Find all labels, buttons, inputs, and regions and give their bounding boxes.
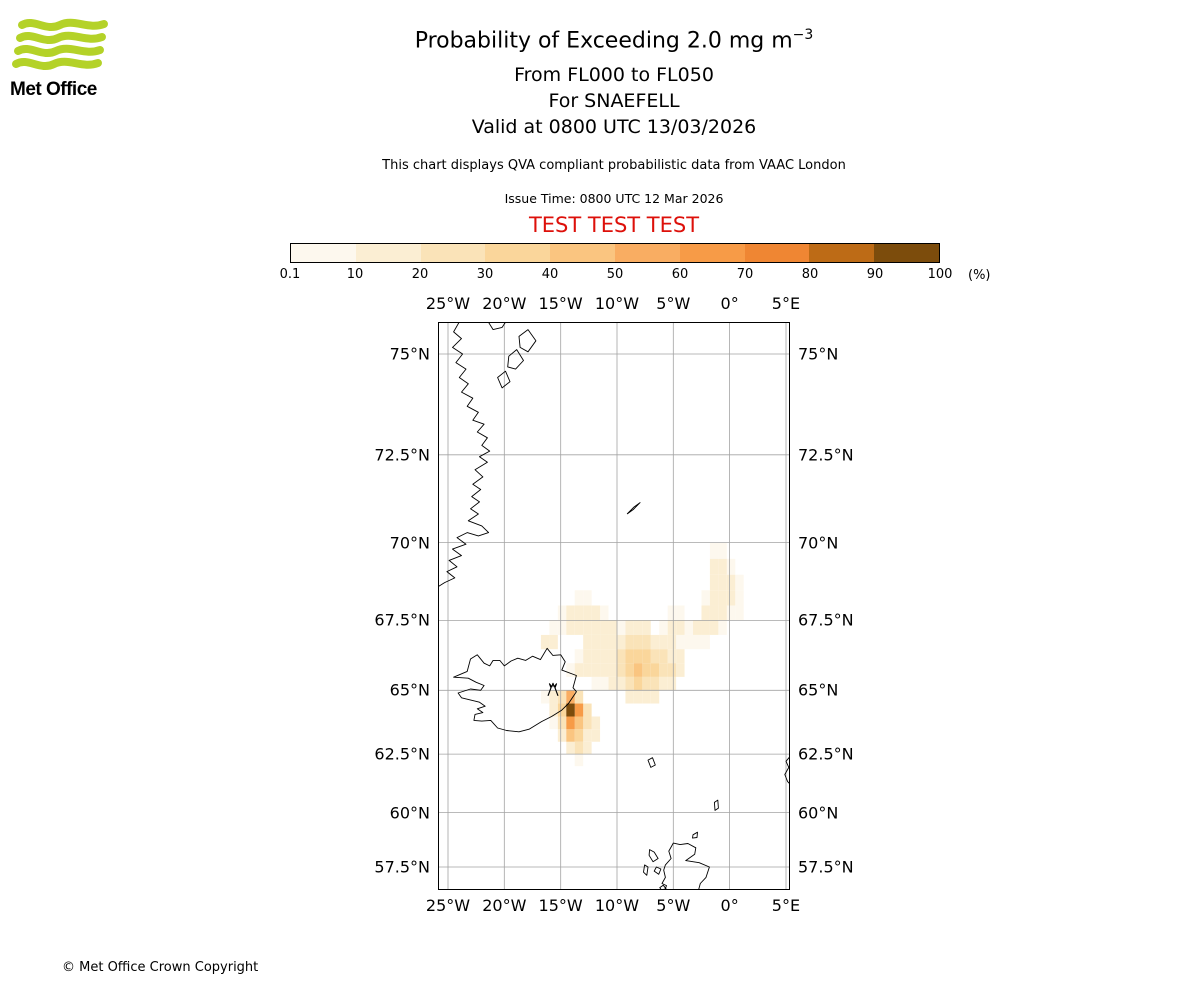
lon-tick-label-top: 5°W: [656, 294, 691, 313]
coastline-greenland-island-1: [518, 329, 537, 353]
colorbar-segment: [874, 244, 939, 262]
coastline-greenland-island-2: [507, 349, 524, 370]
coastline-greenland-east-coast: [438, 322, 491, 588]
colorbar: [290, 243, 940, 263]
lon-tick-label-bottom: 5°E: [771, 896, 801, 915]
lon-tick-label-bottom: 5°W: [656, 896, 691, 915]
met-office-logo-waves: [12, 18, 108, 70]
lat-tick-label-left: 75°N: [389, 344, 430, 364]
coastline-jan-mayen: [626, 502, 641, 515]
lon-tick-label-top: 10°W: [594, 294, 640, 313]
colorbar-segment: [550, 244, 615, 262]
grid-lines: [438, 322, 790, 890]
colorbar-tick-label: 20: [411, 267, 429, 282]
lat-tick-label-right: 75°N: [798, 344, 839, 364]
chart-title-text: Probability of Exceeding 2.0 mg m: [414, 28, 793, 54]
colorbar-tick-label: 80: [801, 267, 819, 282]
volcano-name-subtitle: For SNAEFELL: [548, 90, 680, 112]
issue-time: Issue Time: 0800 UTC 12 Mar 2026: [504, 191, 724, 206]
lon-tick-label-bottom: 20°W: [482, 896, 527, 915]
colorbar-segment: [809, 244, 875, 262]
map-frame: [438, 322, 790, 890]
colorbar-tick-label: 0.1: [279, 267, 301, 282]
lon-tick-label-bottom: 10°W: [594, 896, 640, 915]
met-office-logo-text: Met Office: [10, 79, 97, 100]
lat-tick-label-left: 70°N: [389, 533, 430, 553]
colorbar-segment: [679, 244, 745, 262]
lat-tick-label-right: 62.5°N: [798, 744, 854, 764]
coastline-norway-coast: [784, 755, 790, 785]
coastlines: [438, 322, 790, 890]
colorbar-tick-label: 100: [927, 267, 953, 282]
colorbar-segment: [485, 244, 551, 262]
flight-level-range: From FL000 to FL050: [514, 64, 714, 86]
lat-tick-label-right: 57.5°N: [798, 857, 854, 877]
lon-tick-label-bottom: 25°W: [425, 896, 471, 915]
volcano-marker-group: [547, 682, 559, 697]
probability-cells: [540, 542, 744, 767]
coastline-uist: [643, 864, 649, 876]
chart-title: Probability of Exceeding 2.0 mg m−3: [28, 27, 1200, 53]
lat-tick-label-left: 62.5°N: [374, 744, 430, 764]
probability-map: [438, 322, 790, 890]
volcano-marker: [547, 682, 559, 697]
colorbar-segment: [420, 244, 486, 262]
colorbar-tick-label: 70: [736, 267, 754, 282]
chart-description: This chart displays QVA compliant probab…: [382, 158, 846, 173]
test-banner: TEST TEST TEST: [528, 213, 700, 237]
colorbar-unit-label: (%): [968, 268, 991, 283]
colorbar-tick-label: 30: [476, 267, 494, 282]
coastline-faroe-islands: [647, 757, 656, 768]
lat-tick-label-right: 65°N: [798, 680, 839, 700]
met-office-logo: Met Office: [10, 16, 130, 101]
coastline-greenland-island-4: [487, 322, 507, 331]
coastline-orkney: [692, 831, 698, 839]
lon-tick-label-top: 15°W: [538, 294, 583, 313]
lat-tick-label-left: 57.5°N: [374, 857, 430, 877]
lat-tick-label-right: 60°N: [798, 803, 839, 823]
lat-tick-label-left: 65°N: [389, 680, 430, 700]
lon-tick-label-top: 5°E: [771, 294, 801, 313]
coastline-lewis-harris: [648, 849, 659, 863]
lon-tick-label-top: 20°W: [482, 294, 527, 313]
colorbar-tick-label: 40: [541, 267, 559, 282]
coastline-skye: [653, 866, 662, 875]
lon-tick-label-top: 25°W: [425, 294, 471, 313]
coastline-iceland: [453, 647, 577, 733]
colorbar-segment: [614, 244, 680, 262]
lat-tick-label-left: 67.5°N: [374, 610, 430, 630]
coastline-scotland-mainland: [661, 842, 710, 890]
colorbar-tick-labels: 0.1 10 20 30 40 50 60 70 80 90 100: [280, 267, 953, 285]
lon-tick-label-top: 0°: [720, 294, 739, 313]
lat-tick-label-right: 67.5°N: [798, 610, 854, 630]
valid-time-subtitle: Valid at 0800 UTC 13/03/2026: [471, 116, 757, 138]
colorbar-segment: [744, 244, 810, 262]
lon-tick-label-bottom: 0°: [720, 896, 739, 915]
colorbar-segment: [291, 244, 356, 262]
lat-tick-label-right: 70°N: [798, 533, 839, 553]
colorbar-tick-label: 60: [671, 267, 689, 282]
colorbar-tick-label: 50: [606, 267, 624, 282]
coastline-greenland-island-3: [497, 370, 511, 389]
chart-title-exponent: −3: [792, 27, 814, 43]
copyright-notice: © Met Office Crown Copyright: [62, 960, 259, 975]
colorbar-tick-label: 90: [866, 267, 884, 282]
colorbar-tick-label: 10: [346, 267, 364, 282]
coastline-shetland: [713, 799, 719, 811]
lon-tick-label-bottom: 15°W: [538, 896, 583, 915]
colorbar-segment: [355, 244, 421, 262]
lat-tick-label-right: 72.5°N: [798, 445, 854, 465]
lat-tick-label-left: 72.5°N: [374, 445, 430, 465]
lat-tick-label-left: 60°N: [389, 803, 430, 823]
